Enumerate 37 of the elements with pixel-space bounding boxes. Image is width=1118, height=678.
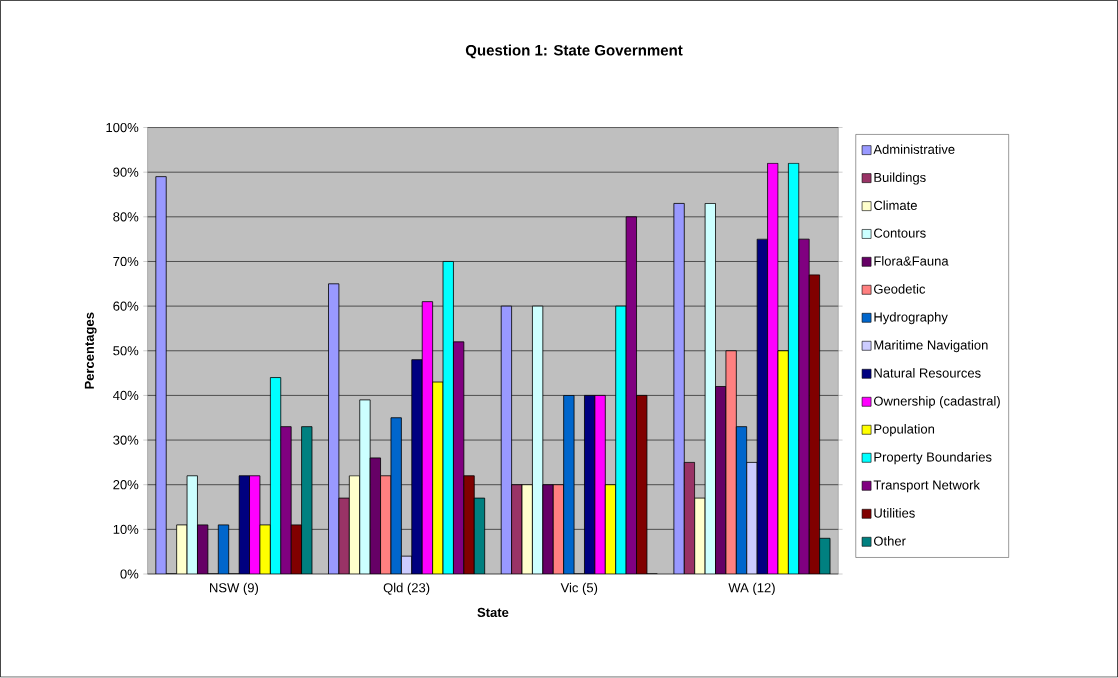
y-tick-label: 50%	[113, 346, 139, 356]
y-tick-label: 40%	[113, 391, 139, 401]
bar	[746, 462, 758, 575]
legend-label: Maritime Navigation	[874, 340, 988, 353]
legend-label: Geodetic	[874, 284, 926, 294]
bar	[155, 176, 167, 575]
legend-label: Property Boundaries	[874, 452, 992, 465]
legend-label: Climate	[874, 200, 917, 211]
y-tick-label: 0%	[120, 569, 139, 579]
legend-label: Hydrography	[874, 312, 948, 325]
legend-label: Contours	[874, 228, 926, 238]
x-tick-label: Vic (5)	[560, 583, 598, 596]
x-tick-label: WA (12)	[728, 583, 775, 596]
legend-label: Other	[874, 536, 906, 546]
y-tick-label: 90%	[113, 167, 139, 178]
legend-label: Flora&Fauna	[874, 256, 949, 266]
x-tick-label: Qld (23)	[383, 583, 430, 596]
chart-title: Question 1: State Government	[465, 44, 683, 59]
legend-label: Transport Network	[873, 480, 980, 493]
x-tick-label: NSW (9)	[210, 583, 259, 596]
legend-label: Natural Resources	[874, 368, 981, 378]
bar	[359, 399, 371, 575]
legend-label: Buildings	[874, 172, 926, 185]
bar	[411, 359, 423, 575]
y-tick-label: 60%	[113, 301, 139, 311]
legend-label: Population	[874, 424, 935, 437]
y-tick-label: 20%	[113, 480, 139, 490]
legend-label: Utilities	[874, 508, 915, 518]
y-tick-label: 10%	[113, 524, 139, 535]
y-tick-label: 30%	[113, 435, 139, 445]
legend-label: Administrative	[873, 144, 955, 155]
x-axis-title: State	[477, 608, 509, 618]
y-tick-label: 70%	[113, 257, 139, 267]
y-tick-label: 100%	[106, 123, 139, 133]
y-axis-title: Percentages	[84, 312, 97, 389]
legend-label: Ownership (cadastral)	[874, 396, 1000, 409]
y-tick-label: 80%	[113, 212, 139, 222]
